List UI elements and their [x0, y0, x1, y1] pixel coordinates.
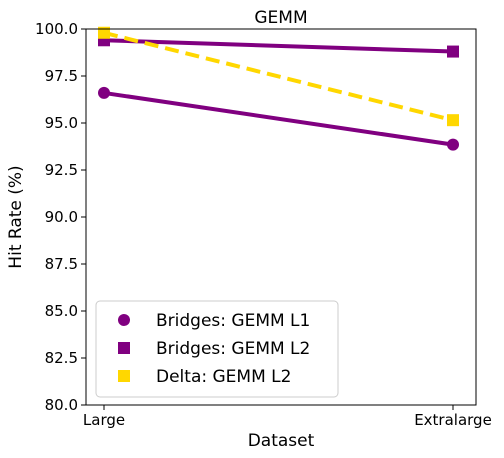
- y-tick-label: 85.0: [45, 302, 78, 320]
- y-tick-label: 90.0: [45, 208, 78, 226]
- legend-label: Bridges: GEMM L1: [156, 311, 310, 331]
- data-point: [98, 26, 110, 39]
- x-tick-label: Extralarge: [414, 411, 492, 429]
- series-line: [103, 90, 454, 147]
- legend-marker: [118, 314, 130, 326]
- legend-entry: Bridges: GEMM L1: [118, 311, 310, 331]
- legend-frame: [95, 300, 339, 398]
- legend-entry: Bridges: GEMM L2: [118, 339, 310, 359]
- x-axis: Large Extralarge: [83, 405, 492, 429]
- x-tick-label: Large: [83, 411, 125, 429]
- chart-title: GEMM: [254, 8, 307, 28]
- legend-marker: [118, 370, 130, 382]
- y-tick-label: 87.5: [45, 255, 78, 273]
- y-tick-label: 100.0: [35, 20, 78, 38]
- series-1: [98, 86, 459, 151]
- data-point: [447, 114, 459, 127]
- data-point: [98, 86, 110, 99]
- y-axis-label: Hit Rate (%): [6, 165, 26, 268]
- legend-entry: Delta: GEMM L2: [118, 367, 291, 387]
- series-line: [103, 38, 454, 54]
- y-axis: 80.0 82.5 85.0 87.5 90.0 92.5 95.0 97.5 100.0: [35, 20, 86, 414]
- series-layer: [98, 26, 459, 151]
- y-tick-label: 97.5: [45, 67, 78, 85]
- x-axis-label: Dataset: [248, 431, 315, 451]
- y-tick-label: 82.5: [45, 349, 78, 367]
- series-2: [98, 34, 459, 58]
- series-line: [103, 30, 454, 123]
- series-3: [98, 26, 459, 127]
- legend-label: Bridges: GEMM L2: [156, 339, 310, 359]
- legend-label: Delta: GEMM L2: [156, 367, 291, 387]
- y-tick-label: 95.0: [45, 114, 78, 132]
- legend-marker: [118, 342, 130, 354]
- y-tick-label: 92.5: [45, 161, 78, 179]
- data-point: [447, 45, 459, 58]
- data-point: [447, 138, 459, 151]
- y-tick-label: 80.0: [45, 396, 78, 414]
- legend: Bridges: GEMM L1 Bridges: GEMM L2 Delta: G…: [95, 300, 339, 398]
